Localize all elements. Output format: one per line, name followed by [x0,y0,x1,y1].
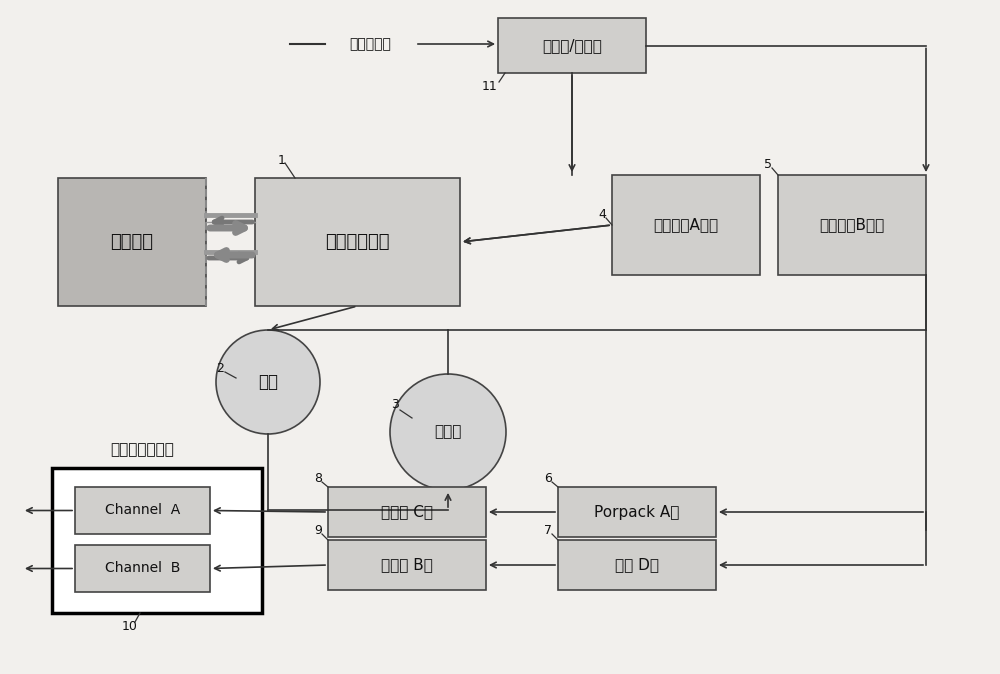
Text: 载气稳压B模块: 载气稳压B模块 [819,218,885,233]
Bar [558,540,716,590]
Text: 定量环: 定量环 [434,425,462,439]
Bar [58,178,206,306]
Text: 真空脱气装置: 真空脱气装置 [325,233,390,251]
Bar [498,18,646,73]
Text: 气泵: 气泵 [258,373,278,391]
Text: 5: 5 [764,158,772,171]
Bar [75,545,210,592]
Text: 3: 3 [391,398,399,412]
Text: Channel  A: Channel A [105,503,180,518]
Text: 2: 2 [216,361,224,375]
Bar [328,540,486,590]
Text: 延时 D柱: 延时 D柱 [615,557,659,572]
Text: 1: 1 [278,154,286,166]
Text: 来自氮气瓶: 来自氮气瓶 [349,37,391,51]
Text: 6: 6 [544,472,552,485]
Bar [778,175,926,275]
Bar [255,178,460,306]
Text: 过滤器/干燥器: 过滤器/干燥器 [542,38,602,53]
Text: Channel  B: Channel B [105,561,180,576]
Text: 变压器油: 变压器油 [110,233,154,251]
Text: 分子筛 B柱: 分子筛 B柱 [381,557,433,572]
Text: Porpack A柱: Porpack A柱 [594,505,680,520]
Bar [558,487,716,537]
Text: 8: 8 [314,472,322,485]
Bar [328,487,486,537]
Text: 4: 4 [598,208,606,222]
Text: 10: 10 [122,619,138,632]
Bar [75,487,210,534]
Text: 11: 11 [482,80,498,94]
Text: 微型热导检测器: 微型热导检测器 [110,443,174,458]
Text: 7: 7 [544,524,552,537]
Circle shape [216,330,320,434]
Text: 载气稳压A模块: 载气稳压A模块 [653,218,719,233]
Text: 9: 9 [314,524,322,537]
Circle shape [390,374,506,490]
Bar [612,175,760,275]
Bar [52,468,262,613]
Text: 节流器 C柱: 节流器 C柱 [381,505,433,520]
